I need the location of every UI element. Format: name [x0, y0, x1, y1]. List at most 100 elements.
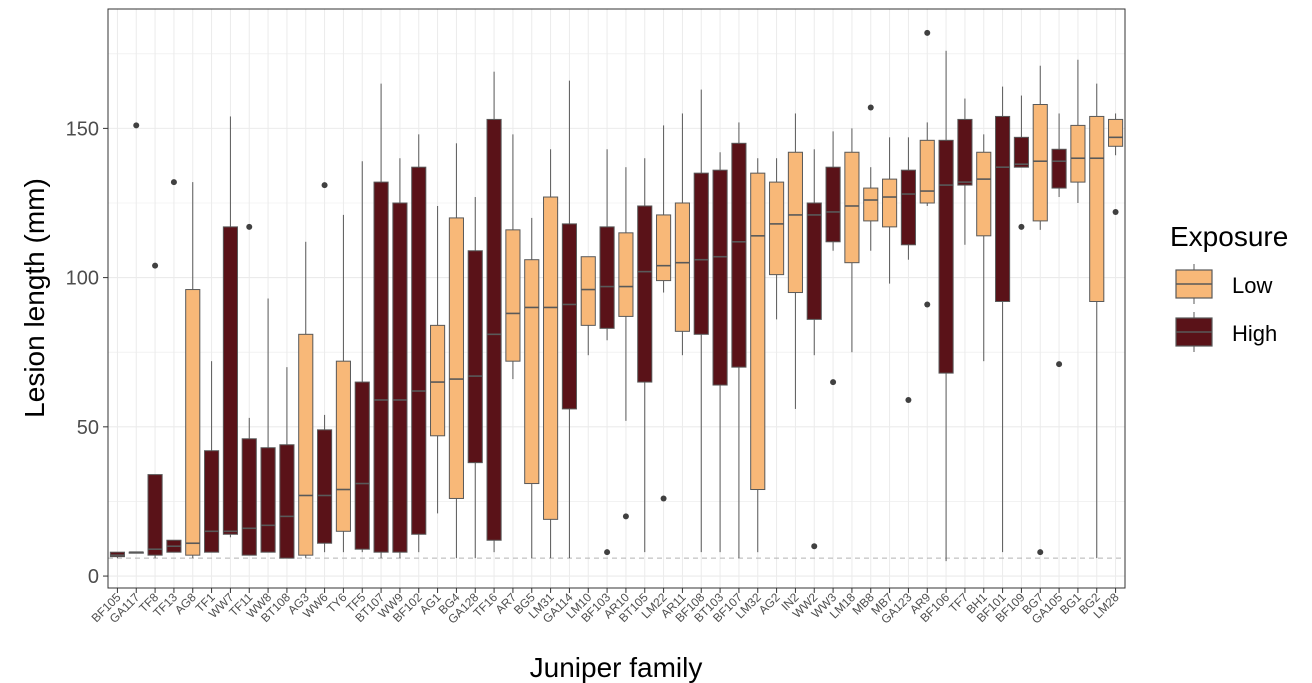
box-TF13 — [166, 179, 182, 553]
box-AR9 — [919, 29, 935, 308]
outlier-point — [1037, 549, 1044, 556]
box-body — [863, 187, 879, 222]
box-body — [524, 259, 540, 485]
box-BF102 — [411, 134, 427, 553]
box-body — [900, 169, 916, 246]
box-body — [919, 139, 935, 204]
outlier-point — [924, 301, 931, 308]
box-BF105 — [109, 551, 125, 559]
legend-label-low: Low — [1232, 273, 1272, 298]
box-WW7 — [222, 116, 238, 538]
box-body — [1051, 148, 1067, 189]
box-LM31 — [543, 149, 559, 559]
box-body — [882, 178, 898, 228]
box-MB8 — [863, 104, 879, 251]
box-AG1 — [430, 205, 446, 514]
outlier-point — [924, 29, 931, 36]
box-body — [787, 151, 803, 294]
box-body — [373, 181, 389, 553]
box-BF103 — [599, 149, 615, 556]
box-MB7 — [882, 137, 898, 284]
y-axis-title: Lesion length (mm) — [19, 178, 50, 418]
box-body — [1013, 136, 1029, 168]
box-body — [1070, 124, 1086, 183]
box-TY6 — [335, 214, 351, 553]
box-body — [750, 172, 766, 491]
box-WW9 — [392, 158, 408, 559]
box-body — [298, 333, 314, 556]
outlier-point — [622, 513, 629, 520]
box-body — [430, 324, 446, 437]
box-BF101 — [995, 86, 1011, 553]
box-body — [561, 223, 577, 410]
outlier-point — [811, 543, 818, 550]
box-GA105 — [1051, 113, 1067, 368]
box-body — [448, 217, 464, 499]
outlier-point — [867, 104, 874, 111]
box-body — [656, 214, 672, 282]
legend: Exposure Low High — [1170, 221, 1288, 352]
box-body — [637, 205, 653, 383]
y-tick-label: 100 — [66, 268, 99, 290]
box-WW6 — [317, 182, 333, 553]
box-WW2 — [806, 149, 822, 550]
box-body — [844, 151, 860, 264]
box-LM10 — [580, 256, 596, 356]
box-GA114 — [561, 80, 577, 559]
outlier-point — [905, 396, 912, 403]
box-body — [354, 381, 370, 550]
box-TF11 — [241, 223, 257, 556]
box-body — [222, 226, 238, 535]
box-body — [674, 202, 690, 332]
box-BF109 — [1013, 95, 1029, 230]
legend-entry-low: Low — [1175, 264, 1272, 304]
box-body — [467, 250, 483, 464]
outlier-point — [604, 549, 611, 556]
panel-background — [108, 9, 1125, 588]
outlier-point — [133, 122, 140, 129]
box-TF7 — [957, 98, 973, 245]
box-body — [1089, 115, 1105, 302]
box-body — [543, 196, 559, 520]
box-body — [185, 289, 201, 556]
box-body — [995, 115, 1011, 302]
box-AR10 — [618, 167, 634, 520]
box-AG3 — [298, 241, 314, 559]
box-body — [260, 447, 276, 553]
box-BF106 — [938, 50, 954, 562]
box-BF108 — [693, 89, 709, 553]
outlier-point — [660, 495, 667, 502]
box-GA128 — [467, 197, 483, 559]
box-BH1 — [976, 134, 992, 362]
box-body — [599, 226, 615, 329]
box-BT107 — [373, 83, 389, 559]
y-axis: 0 50 100 150 — [66, 118, 108, 588]
box-GA117 — [128, 122, 144, 554]
box-TF16 — [486, 71, 502, 553]
box-body — [411, 166, 427, 535]
outlier-point — [321, 182, 328, 189]
box-BG5 — [524, 217, 540, 559]
box-body — [806, 202, 822, 320]
box-WW8 — [260, 298, 276, 553]
box-body — [712, 169, 728, 386]
box-IN2 — [787, 113, 803, 409]
box-body — [486, 118, 502, 541]
box-AR7 — [505, 134, 521, 380]
x-axis: BF105GA117TF8TF13AG8TF1WW7TF11WW8BT108AG… — [89, 588, 1122, 627]
box-body — [335, 360, 351, 532]
box-LM28 — [1108, 113, 1124, 215]
box-BG1 — [1070, 59, 1086, 203]
outlier-point — [246, 223, 253, 230]
box-body — [693, 172, 709, 335]
y-tick-label: 0 — [88, 566, 99, 588]
box-body — [241, 438, 257, 556]
y-tick-label: 150 — [66, 118, 99, 140]
box-body — [1032, 104, 1048, 222]
box-body — [392, 202, 408, 553]
box-body — [825, 166, 841, 243]
box-BT103 — [712, 152, 728, 553]
box-body — [204, 450, 220, 553]
box-BG7 — [1032, 65, 1048, 556]
